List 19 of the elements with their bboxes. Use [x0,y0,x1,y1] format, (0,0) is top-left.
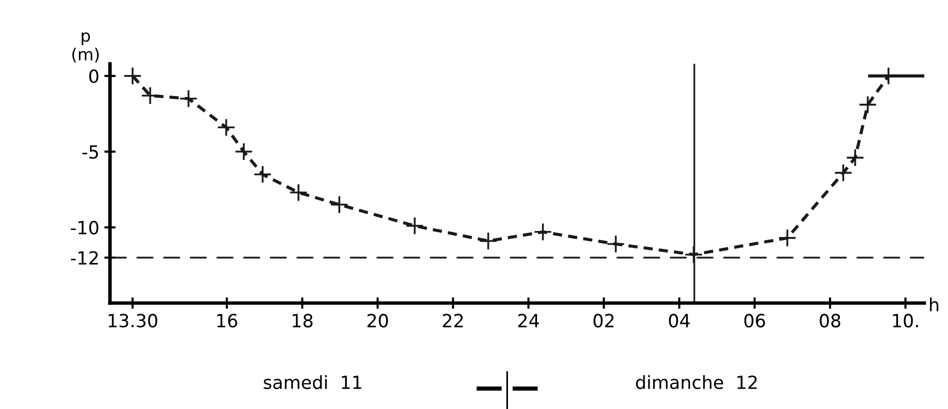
x-tick-label: 13.30 [108,314,158,328]
x-tick-label: 16 [217,314,238,328]
y-tick-label: -10 [70,220,98,234]
x-axis-title: h [930,298,938,312]
x-tick-label: 02 [594,314,614,328]
y-tick-label: 0 [89,69,98,84]
x-tick-label: 20 [367,314,388,328]
x-tick-label: 24 [518,314,539,328]
x-tick-label: 06 [744,314,765,328]
text: dimanche 12 [636,375,757,390]
x-tick-label: 04 [668,314,690,328]
text: samedi 11 [264,375,362,390]
x-tick-label: 22 [442,314,463,328]
x-tick-label: 08 [820,314,840,328]
y-axis-title: p (m) [72,32,99,63]
x-tick-label: 18 [292,314,312,328]
y-tick-label: -12 [70,251,98,264]
x-tick-label: 10. [893,314,918,328]
y-tick-label: -5 [82,145,98,159]
